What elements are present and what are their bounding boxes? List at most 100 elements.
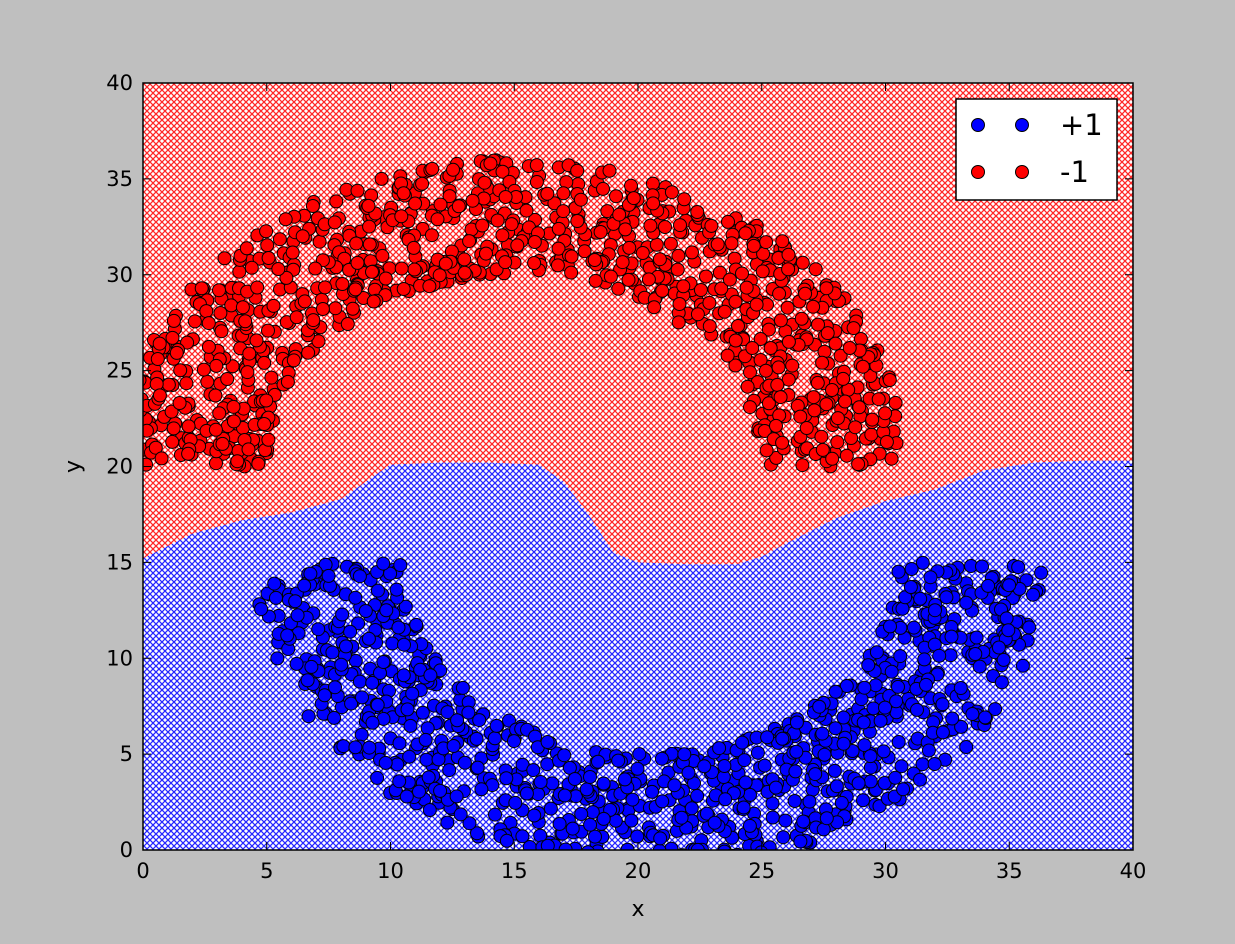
data-point bbox=[329, 194, 344, 209]
data-point bbox=[830, 435, 845, 450]
data-point bbox=[699, 269, 713, 284]
data-point bbox=[169, 345, 184, 360]
data-point bbox=[376, 655, 391, 669]
data-point bbox=[495, 164, 510, 179]
x-tick-label: 35 bbox=[996, 859, 1023, 883]
data-point bbox=[915, 555, 930, 570]
data-point bbox=[742, 818, 757, 833]
data-point bbox=[731, 319, 745, 333]
data-point bbox=[318, 280, 332, 295]
data-point bbox=[702, 295, 717, 310]
legend-label: +1 bbox=[1060, 108, 1103, 142]
data-point bbox=[415, 176, 430, 191]
data-point bbox=[340, 317, 355, 331]
data-point bbox=[451, 199, 466, 214]
data-point bbox=[335, 607, 350, 622]
data-point bbox=[802, 794, 817, 809]
data-point bbox=[904, 562, 919, 576]
data-point bbox=[230, 454, 245, 469]
data-point bbox=[839, 679, 854, 693]
data-point bbox=[209, 456, 223, 471]
data-point bbox=[923, 570, 938, 585]
data-point bbox=[927, 757, 942, 771]
data-point bbox=[738, 775, 753, 790]
data-point bbox=[944, 629, 959, 644]
data-point bbox=[673, 218, 687, 233]
data-point bbox=[794, 311, 809, 326]
data-point bbox=[412, 784, 426, 799]
data-point bbox=[350, 255, 365, 270]
data-point bbox=[749, 297, 764, 312]
data-point bbox=[529, 175, 544, 189]
data-point bbox=[449, 789, 464, 804]
data-point bbox=[442, 189, 457, 204]
data-point bbox=[581, 845, 595, 850]
data-point bbox=[154, 451, 169, 466]
data-point bbox=[226, 399, 241, 414]
data-point bbox=[465, 193, 480, 208]
data-point bbox=[348, 740, 363, 755]
data-point bbox=[975, 559, 989, 574]
x-axis-label: x bbox=[631, 897, 644, 922]
data-point bbox=[405, 686, 420, 701]
data-point bbox=[641, 272, 656, 287]
data-point bbox=[825, 451, 840, 466]
data-point bbox=[787, 794, 802, 808]
data-point bbox=[116, 428, 129, 441]
data-point bbox=[761, 322, 776, 337]
data-point bbox=[765, 796, 780, 811]
data-point bbox=[519, 203, 534, 218]
data-point bbox=[124, 419, 137, 432]
data-point bbox=[785, 358, 800, 373]
data-point bbox=[763, 341, 778, 355]
data-point bbox=[545, 776, 560, 791]
data-point bbox=[735, 735, 750, 750]
data-point bbox=[769, 450, 784, 465]
data-point bbox=[406, 240, 421, 255]
data-point bbox=[806, 390, 821, 405]
data-point bbox=[279, 270, 294, 285]
y-tick-label: 40 bbox=[106, 71, 133, 95]
data-point bbox=[540, 186, 555, 201]
data-point bbox=[819, 281, 834, 296]
data-point bbox=[690, 205, 705, 219]
data-point bbox=[671, 315, 686, 330]
data-point bbox=[164, 404, 179, 419]
data-point bbox=[317, 688, 332, 703]
data-point bbox=[300, 673, 315, 688]
data-point bbox=[339, 639, 353, 654]
data-point bbox=[240, 365, 255, 380]
data-point bbox=[408, 196, 423, 211]
data-point bbox=[479, 246, 493, 261]
data-point bbox=[552, 816, 567, 831]
data-point bbox=[498, 255, 513, 270]
data-point bbox=[799, 421, 814, 435]
data-point bbox=[653, 831, 668, 846]
data-point bbox=[652, 843, 667, 850]
data-point bbox=[894, 759, 909, 774]
data-point bbox=[199, 304, 214, 319]
data-point bbox=[681, 765, 696, 780]
data-point bbox=[208, 388, 223, 403]
data-point bbox=[773, 390, 788, 405]
data-point bbox=[726, 848, 736, 850]
data-point bbox=[988, 702, 1003, 717]
data-point bbox=[446, 162, 460, 177]
data-point bbox=[815, 442, 830, 457]
data-point bbox=[200, 374, 215, 389]
data-point bbox=[879, 435, 894, 449]
data-point bbox=[625, 792, 640, 807]
data-point bbox=[776, 830, 791, 845]
data-point bbox=[676, 279, 691, 294]
data-point bbox=[968, 647, 983, 661]
data-point bbox=[913, 772, 927, 787]
data-point bbox=[945, 711, 960, 726]
data-point bbox=[645, 784, 659, 799]
data-point bbox=[793, 409, 808, 424]
data-point bbox=[781, 372, 796, 387]
data-point bbox=[540, 757, 555, 772]
data-point bbox=[327, 215, 342, 230]
data-point bbox=[722, 272, 737, 287]
data-point bbox=[285, 245, 300, 260]
data-point bbox=[655, 794, 670, 809]
